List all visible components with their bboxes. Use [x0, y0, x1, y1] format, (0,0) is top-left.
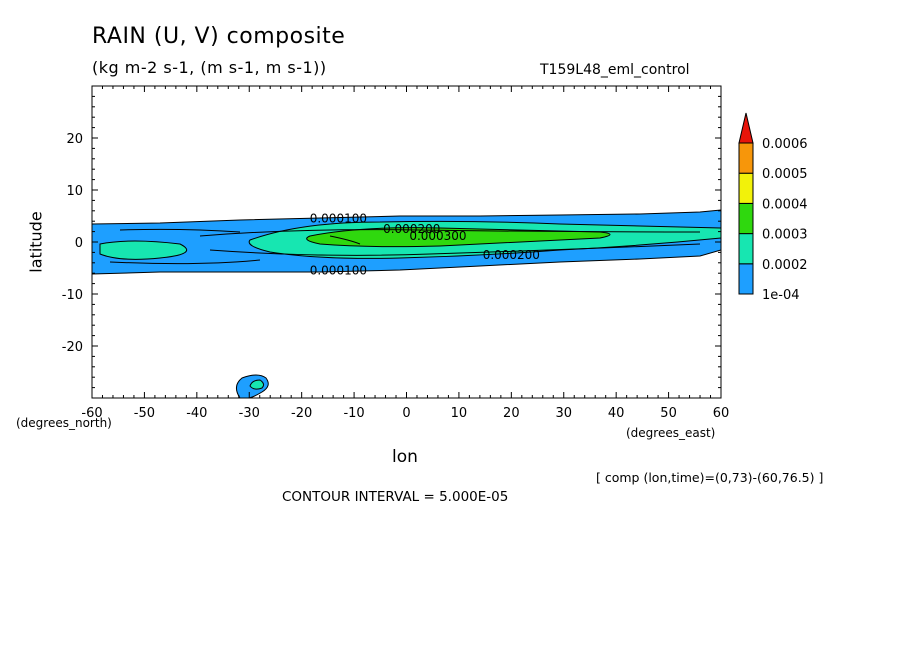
x-axis-units: (degrees_east): [626, 426, 716, 440]
colorbar-segment: [738, 202, 754, 235]
y-tick-label: -10: [62, 288, 83, 303]
chart-subtitle: (kg m-2 s-1, (m s-1, m s-1)): [92, 58, 327, 77]
contour-label: 0.000200: [383, 222, 440, 236]
colorbar-level-label: 0.0004: [762, 197, 808, 212]
x-tick-label: 30: [555, 406, 572, 421]
axis-ticks: -60 -50 -40 -30 -20 -10 0 10 20 30 40 50 60 20 10 0 -10 -…: [62, 86, 730, 421]
colorbar-level-label: 0.0003: [762, 228, 808, 243]
x-tick-label: -20: [291, 406, 312, 421]
x-tick-label: -30: [239, 406, 260, 421]
run-name: T159L48_eml_control: [540, 62, 690, 78]
x-tick-label: 10: [451, 406, 468, 421]
colorbar-segment: [738, 233, 754, 265]
composite-info: [ comp (lon,time)=(0,73)-(60,76.5) ]: [596, 470, 824, 485]
y-axis-units: (degrees_north): [16, 416, 112, 430]
colorbar: 1e-04 0.0002 0.0003 0.0004 0.0005 0.0006: [738, 112, 808, 303]
rain-band-level-3: [306, 227, 611, 248]
x-tick-label: -40: [186, 406, 207, 421]
contour-label: 0.000100: [310, 264, 367, 278]
colorbar-level-label: 0.0006: [762, 137, 808, 152]
rain-band-level-2: [99, 240, 188, 260]
colorbar-level-label: 0.0005: [762, 167, 808, 182]
contour-fill-layer: [92, 209, 721, 398]
x-tick-label: -50: [134, 406, 155, 421]
colorbar-level-label: 0.0002: [762, 258, 808, 273]
contour-interval: CONTOUR INTERVAL = 5.000E-05: [282, 489, 509, 505]
chart-title: RAIN (U, V) composite: [92, 24, 346, 49]
contour-label: 0.000300: [409, 229, 466, 243]
contour-label: 0.000200: [483, 248, 540, 262]
x-tick-label: 0: [402, 406, 410, 421]
x-axis-label: lon: [392, 447, 418, 467]
x-tick-label: -10: [343, 406, 364, 421]
colorbar-segment: [738, 263, 754, 295]
y-tick-label: 0: [75, 236, 83, 251]
rain-cell-inner: [249, 379, 265, 390]
y-tick-label: 20: [66, 132, 83, 147]
contour-label: 0.000100: [310, 212, 367, 226]
colorbar-extend-triangle: [738, 112, 754, 144]
x-tick-label: 20: [503, 406, 520, 421]
colorbar-segment: [738, 142, 754, 174]
colorbar-segment: [738, 172, 754, 204]
y-tick-label: -20: [62, 340, 83, 355]
x-tick-label: 60: [713, 406, 730, 421]
x-tick-label: 40: [608, 406, 625, 421]
x-tick-label: 50: [660, 406, 677, 421]
y-tick-label: 10: [66, 184, 83, 199]
x-tick-label: -60: [81, 406, 102, 421]
colorbar-level-label: 1e-04: [762, 288, 800, 303]
